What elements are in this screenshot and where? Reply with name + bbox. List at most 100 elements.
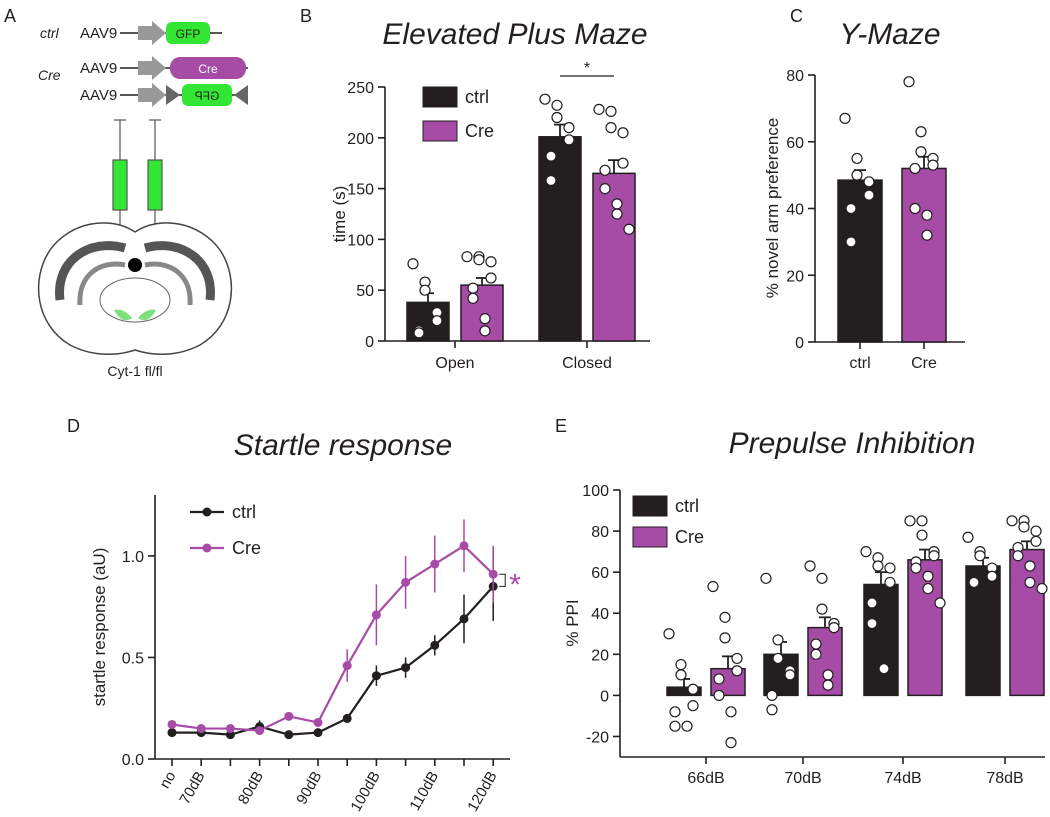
vector-label: AAV9: [80, 87, 117, 104]
panel-a: A ctrl AAV9 GFP Cre AAV9 Cre AAV9 GFP: [4, 6, 248, 379]
line-marker: [284, 730, 294, 740]
line-marker: [225, 724, 235, 734]
y-tick-label: 50: [356, 283, 374, 300]
data-point: [663, 628, 675, 640]
data-point: [962, 531, 974, 543]
gfp-box: [166, 22, 210, 44]
data-point: [707, 580, 719, 593]
x-tick-label: 80dB: [235, 769, 267, 808]
bar: [592, 172, 636, 342]
line-marker: [167, 728, 177, 738]
data-point: [916, 529, 928, 541]
data-point: [1024, 576, 1036, 589]
x-tick-label: 70dB: [176, 769, 208, 808]
data-point: [822, 669, 834, 681]
panel-c: C Y-Maze % novel arm preference 0 20 40 60 80 ct…: [763, 6, 965, 372]
panel-label: A: [4, 6, 16, 26]
data-point: [599, 183, 611, 195]
data-point: [467, 282, 479, 294]
data-point: [623, 223, 635, 235]
caption: Cyt-1 fl/fl: [107, 363, 162, 379]
line-marker: [401, 577, 411, 587]
bar: [907, 559, 943, 697]
y-tick-label: 60: [786, 135, 804, 152]
data-point: [611, 198, 623, 210]
data-point: [772, 652, 784, 665]
data-point: [713, 689, 725, 701]
data-point: [921, 209, 933, 221]
data-point: [713, 673, 725, 685]
data-point: [593, 103, 605, 115]
line-marker: [167, 719, 177, 729]
line-marker: [313, 728, 323, 738]
data-point: [563, 122, 575, 134]
legend-label: Cre: [232, 538, 261, 558]
data-point: [1006, 515, 1018, 527]
y-axis-label: % novel arm preference: [763, 118, 782, 298]
data-point: [986, 570, 998, 582]
y-tick-label: 250: [347, 80, 374, 97]
data-point: [681, 720, 693, 732]
data-point: [909, 162, 921, 175]
legend-label: Cre: [465, 121, 494, 141]
data-point: [725, 706, 737, 718]
vector-label: AAV9: [80, 25, 117, 42]
y-tick-label: 40: [591, 606, 609, 623]
panel-label: E: [555, 416, 567, 436]
data-point: [884, 562, 896, 574]
y-tick-label: 150: [347, 182, 374, 199]
data-point: [866, 617, 878, 630]
data-point: [605, 105, 617, 117]
line-marker: [401, 663, 411, 673]
data-point: [810, 638, 822, 650]
data-point: [934, 597, 946, 609]
data-point: [845, 236, 857, 248]
legend-swatch: [632, 495, 668, 517]
data-point: [1024, 560, 1036, 572]
group-label: Cre: [38, 67, 61, 83]
x-tick-label: 110dB: [406, 769, 442, 814]
y-axis-label: startle response (aU): [90, 548, 109, 707]
data-point: [784, 669, 796, 681]
bar: [666, 686, 702, 697]
vector-label: AAV9: [80, 60, 117, 77]
line-marker: [313, 717, 323, 727]
line-marker: [255, 726, 265, 736]
y-tick-label: 20: [786, 268, 804, 285]
data-point: [915, 126, 927, 138]
legend-label: ctrl: [232, 502, 256, 522]
data-point: [916, 515, 928, 527]
chart-title: Elevated Plus Maze: [382, 18, 647, 51]
legend-swatch: [632, 526, 668, 548]
legend-swatch: [422, 86, 458, 108]
line-marker: [371, 671, 381, 681]
data-point: [922, 582, 934, 595]
line-marker: [371, 610, 381, 620]
y-tick-label: 80: [591, 524, 609, 541]
x-tick-label: Cre: [911, 355, 937, 372]
data-point: [669, 706, 681, 718]
data-point: [915, 146, 927, 158]
line-marker: [342, 713, 352, 723]
series-line: [172, 585, 495, 736]
data-point: [910, 562, 922, 574]
data-point: [1030, 525, 1042, 537]
legend-marker: [202, 507, 212, 517]
data-point: [851, 152, 863, 165]
data-point: [467, 292, 479, 304]
data-point: [863, 176, 875, 188]
y-tick-label: 0: [795, 335, 804, 352]
x-tick-label: 78dB: [986, 770, 1023, 787]
y-tick-label: 0: [365, 334, 374, 351]
data-point: [461, 251, 473, 263]
cre-box: [170, 57, 246, 79]
promoter-arrow: [138, 21, 166, 45]
x-tick-label: 70dB: [784, 770, 821, 787]
data-point: [922, 570, 934, 582]
data-point: [804, 560, 816, 572]
bar: [406, 301, 450, 342]
data-point: [872, 560, 884, 572]
lox-site: [166, 85, 180, 105]
data-point: [928, 550, 940, 562]
y-tick-label: -20: [586, 729, 609, 746]
